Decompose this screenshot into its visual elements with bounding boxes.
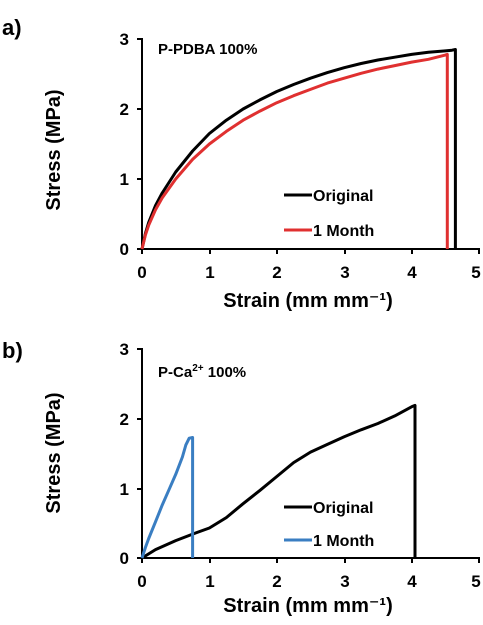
panel-a-series-1-month-line	[140, 52, 449, 250]
panel-b-series-1-month-line	[140, 436, 195, 559]
panel-b-x-ticks: 0 1 2 3 4 5	[137, 572, 480, 591]
panel-b-y-tick-label: 2	[120, 410, 129, 429]
panel-a-x-tick-label: 3	[340, 263, 349, 282]
panel-b-legend-label-1-month: 1 Month	[313, 533, 374, 550]
panel-a-x-ticks: 0 1 2 3 4 5	[137, 263, 480, 282]
panel-a-label: a)	[2, 15, 22, 40]
panel-a-x-tick-label: 1	[205, 263, 214, 282]
panel-a-y-tick-label: 1	[120, 170, 129, 189]
panel-a-y-ticks: 0 1 2 3	[120, 30, 129, 259]
panel-b-y-tick-label: 1	[120, 480, 129, 499]
panel-b-annotation-superscript: 2+	[192, 363, 204, 374]
panel-b-annotation: P-Ca2+ 100%	[158, 363, 246, 381]
panel-a-x-tick-label: 5	[471, 263, 480, 282]
panel-b-x-tick-label: 4	[407, 572, 417, 591]
panel-b-y-ticks: 0 1 2 3	[120, 340, 129, 568]
panel-a-legend-label-1-month: 1 Month	[313, 223, 374, 240]
panel-b: b) Stress (MPa) Strain (mm mm⁻¹) P-Ca2+ …	[2, 338, 481, 617]
panel-a-y-tick-label: 2	[120, 100, 129, 119]
panel-b-annotation-base: P-Ca	[158, 364, 193, 381]
panel-b-x-tick-label: 5	[471, 572, 480, 591]
panel-b-y-tick-label: 3	[120, 340, 129, 359]
panel-a-tick-marks	[137, 38, 480, 254]
panel-b-legend-label-original: Original	[313, 500, 373, 517]
panel-a-x-tick-label: 2	[272, 263, 281, 282]
panel-a-x-tick-label: 0	[137, 263, 146, 282]
panel-a-axes	[141, 38, 480, 250]
panel-a-x-axis-label: Strain (mm mm⁻¹)	[223, 290, 392, 312]
panel-a-y-tick-label: 3	[120, 30, 129, 49]
panel-a-y-tick-label: 0	[120, 240, 129, 259]
panel-b-x-axis-label: Strain (mm mm⁻¹)	[223, 595, 392, 617]
panel-b-x-tick-label: 3	[340, 572, 349, 591]
panel-a-legend: Original 1 Month	[284, 188, 374, 240]
panel-b-x-tick-label: 0	[137, 572, 146, 591]
panel-b-label: b)	[2, 338, 23, 363]
panel-a-legend-label-original: Original	[313, 188, 373, 205]
panel-b-legend: Original 1 Month	[284, 500, 374, 550]
panel-b-y-axis-label: Stress (MPa)	[43, 392, 65, 513]
panel-b-x-tick-label: 1	[205, 572, 214, 591]
panel-b-tick-marks	[137, 348, 480, 563]
panel-a-x-tick-label: 4	[407, 263, 417, 282]
panel-a-annotation: P-PDBA 100%	[158, 41, 257, 58]
panel-a-y-axis-label: Stress (MPa)	[43, 89, 65, 210]
panel-b-axes	[141, 348, 480, 559]
panel-a: a) Stress (MPa) Strain (mm mm⁻¹) P-PDBA …	[2, 15, 481, 312]
panel-a-series-original-line	[140, 48, 457, 250]
panel-b-series-original-line	[141, 403, 417, 560]
panel-b-y-tick-label: 0	[120, 549, 129, 568]
panel-b-annotation-rest: 100%	[204, 364, 247, 381]
panel-b-x-tick-label: 2	[272, 572, 281, 591]
